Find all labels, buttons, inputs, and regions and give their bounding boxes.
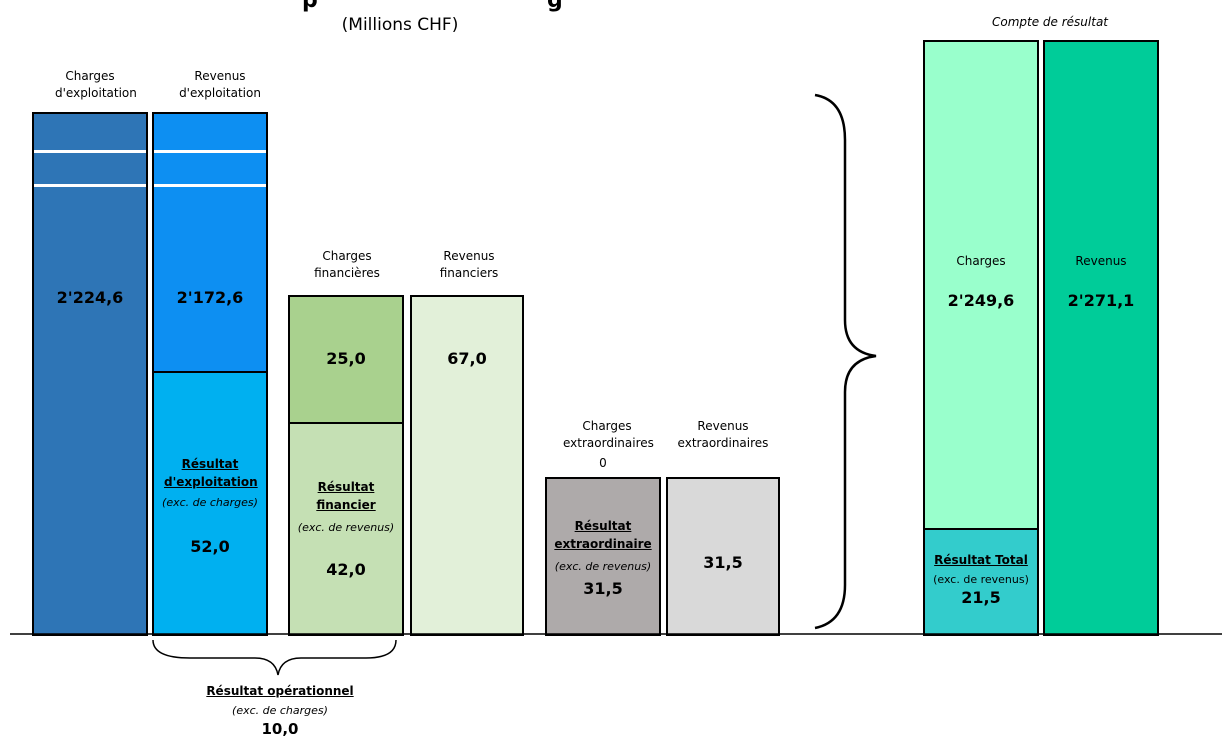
income-statement-label: Compte de résultat <box>991 15 1108 29</box>
value-charges-exploitation: 2'224,6 <box>56 288 124 307</box>
bar-charges-total: Charges 2'249,6 Résultat Total (exc. de … <box>923 40 1039 636</box>
value-resultat-exploitation: 52,0 <box>190 537 230 556</box>
value-charges-extraordinaires: 0 <box>599 456 607 470</box>
label-revenus-financiers: Revenus financiers <box>439 249 499 280</box>
label-revenus-exploitation: Revenus d'exploitation <box>179 69 261 100</box>
label-charges-total: Charges <box>956 254 1006 268</box>
label-revenus-total: Revenus <box>1075 254 1127 268</box>
value-charges-financieres: 25,0 <box>326 349 366 368</box>
bar-charges-exploitation: 2'224,6 <box>32 112 148 636</box>
segment-resultat-total: Résultat Total (exc. de revenus) 21,5 <box>925 528 1037 634</box>
value-resultat-operationnel: 10,0 <box>261 720 299 738</box>
bar-revenus-exploitation: 2'172,6 Résultat d'exploitation (exc. de… <box>152 112 268 636</box>
bar-revenus-financiers: 67,0 <box>410 295 524 636</box>
title-visible-start: p <box>302 0 318 13</box>
title-resultat-exploitation: Résultat d'exploitation <box>164 457 258 489</box>
title-resultat-extraordinaire: Résultat extraordinaire <box>554 519 652 551</box>
chart-subtitle: (Millions CHF) <box>341 15 459 35</box>
title-resultat-total: Résultat Total <box>934 553 1028 567</box>
bottom-curly-brace <box>152 639 397 676</box>
note-resultat-total: (exc. de revenus) <box>933 573 1029 586</box>
title-resultat-operationnel: Résultat opérationnel <box>206 684 354 698</box>
note-resultat-financier: (exc. de revenus) <box>297 521 395 534</box>
note-resultat-extraordinaire: (exc. de revenus) <box>554 560 652 573</box>
value-charges-total: 2'249,6 <box>947 291 1015 310</box>
title-resultat-financier: Résultat financier <box>316 480 376 512</box>
right-curly-brace <box>814 93 877 630</box>
value-resultat-financier: 42,0 <box>326 560 366 579</box>
axis-break-marker <box>154 150 266 153</box>
value-revenus-financiers: 67,0 <box>447 349 487 368</box>
axis-break-marker <box>34 184 146 187</box>
bar-revenus-extraordinaires: 31,5 <box>666 477 780 636</box>
bar-revenus-total: Revenus 2'271,1 <box>1043 40 1159 636</box>
chart-title-fragment: p g <box>132 0 872 18</box>
label-charges-financieres: Charges financières <box>314 249 380 280</box>
axis-break-marker <box>34 150 146 153</box>
value-revenus-total: 2'271,1 <box>1067 291 1135 310</box>
bar-charges-extraordinaires: Résultat extraordinaire (exc. de revenus… <box>545 477 661 636</box>
value-revenus-exploitation: 2'172,6 <box>176 288 244 307</box>
value-resultat-extraordinaire: 31,5 <box>583 579 623 598</box>
bar-charges-financieres: 25,0 Résultat financier (exc. de revenus… <box>288 295 404 636</box>
note-resultat-exploitation: (exc. de charges) <box>162 496 258 509</box>
segment-resultat-financier: Résultat financier (exc. de revenus) 42,… <box>290 422 402 634</box>
label-charges-extraordinaires: Charges extraordinaires <box>563 419 654 450</box>
axis-break-marker <box>154 184 266 187</box>
label-revenus-extraordinaires: Revenus extraordinaires <box>677 419 769 450</box>
value-revenus-extraordinaires: 31,5 <box>703 553 743 572</box>
note-resultat-operationnel: (exc. de charges) <box>232 704 328 717</box>
segment-resultat-exploitation: Résultat d'exploitation (exc. de charges… <box>154 371 266 634</box>
value-resultat-total: 21,5 <box>961 588 1001 607</box>
title-visible-end: g <box>547 0 563 13</box>
label-charges-exploitation: Charges d'exploitation <box>55 69 137 100</box>
